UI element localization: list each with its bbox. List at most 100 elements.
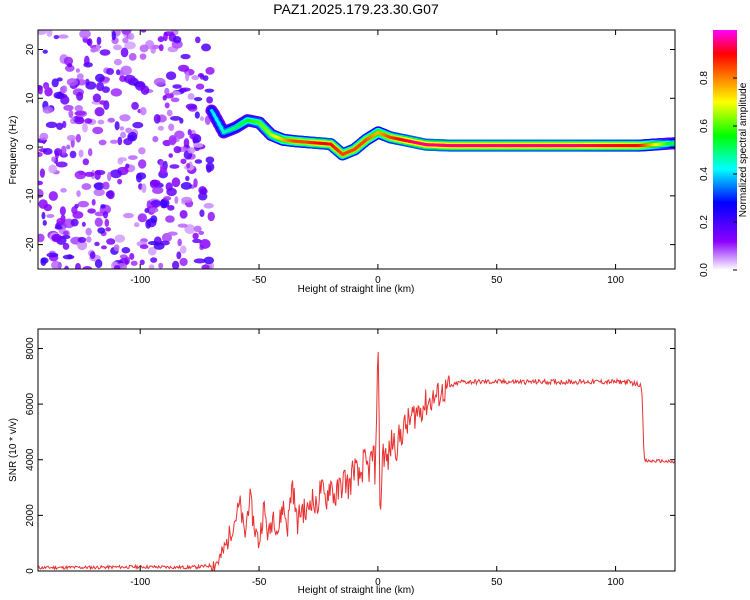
noise-blob <box>99 100 107 105</box>
noise-blob <box>84 171 95 177</box>
noise-blob <box>64 265 69 269</box>
noise-blob <box>46 252 59 258</box>
noise-blob <box>86 236 92 243</box>
noise-blob <box>158 44 164 52</box>
noise-blob <box>101 245 107 250</box>
noise-blob <box>85 81 97 90</box>
noise-blob <box>54 225 63 230</box>
noise-blob <box>171 260 180 269</box>
noise-blob <box>198 192 208 201</box>
noise-blob <box>192 238 202 244</box>
noise-blob <box>176 251 182 260</box>
noise-blob <box>74 203 79 209</box>
colorbar-tick-label: 0.2 <box>699 215 710 229</box>
noise-blob <box>93 182 105 190</box>
noise-blob <box>177 223 188 228</box>
noise-blob <box>141 183 147 193</box>
noise-blob <box>115 69 121 76</box>
noise-blob <box>122 212 134 219</box>
noise-blob <box>172 36 182 44</box>
noise-blob <box>64 64 75 72</box>
noise-blob <box>166 187 177 197</box>
noise-blob <box>96 36 102 45</box>
noise-blob <box>172 84 182 89</box>
noise-blob <box>98 139 107 146</box>
noise-blob <box>177 238 182 247</box>
noise-blob <box>45 121 58 129</box>
noise-blob <box>70 218 79 227</box>
noise-blob <box>62 230 69 236</box>
noise-blob <box>180 158 187 164</box>
noise-blob <box>129 252 135 260</box>
noise-blob <box>181 196 193 203</box>
noise-blob <box>63 56 74 66</box>
noise-blob <box>68 109 74 119</box>
noise-blob <box>113 44 123 51</box>
noise-blob <box>192 232 199 240</box>
snr-x-label: Height of straight line (km) <box>298 585 415 596</box>
noise-blob <box>199 209 205 217</box>
noise-blob <box>85 227 92 236</box>
noise-blob <box>51 78 59 88</box>
noise-blob <box>119 126 125 131</box>
noise-blob <box>91 199 96 206</box>
noise-blob <box>152 135 159 143</box>
y-tick-label: -20 <box>25 237 36 252</box>
noise-blob <box>198 186 207 195</box>
noise-blob <box>106 67 115 76</box>
noise-blob <box>94 259 103 269</box>
noise-blob <box>144 208 150 214</box>
noise-blob <box>201 43 212 52</box>
noise-blob <box>191 75 200 81</box>
x-tick-label: 100 <box>607 577 624 588</box>
noise-blob <box>171 90 181 96</box>
noise-blob <box>168 123 175 131</box>
noise-blob <box>194 159 203 164</box>
noise-blob <box>157 36 165 43</box>
noise-blob <box>153 242 165 250</box>
noise-blob <box>76 190 81 197</box>
noise-blob <box>74 111 86 116</box>
noise-blob <box>41 211 46 220</box>
noise-blob <box>52 236 62 243</box>
noise-blob <box>42 106 54 114</box>
noise-blob <box>93 188 105 197</box>
noise-blob <box>203 202 214 209</box>
noise-blob <box>150 215 158 224</box>
noise-blob <box>87 148 93 157</box>
noise-blob <box>207 211 215 222</box>
noise-blob <box>158 262 164 269</box>
noise-blob <box>82 266 93 269</box>
noise-blob <box>169 164 180 169</box>
noise-blob <box>53 34 60 40</box>
noise-blob <box>94 169 101 180</box>
noise-blob <box>148 207 159 213</box>
noise-blob <box>168 153 174 158</box>
noise-blob <box>87 208 96 214</box>
noise-blob <box>67 63 73 68</box>
noise-blob <box>66 134 77 141</box>
noise-blob <box>114 121 120 131</box>
noise-blob <box>133 222 140 228</box>
noise-blob <box>140 30 147 33</box>
noise-blob <box>167 231 178 236</box>
noise-blob <box>107 117 116 123</box>
noise-blob <box>197 73 204 78</box>
noise-blob <box>192 136 199 145</box>
x-tick-label: 100 <box>607 275 624 286</box>
snr-x-ticks: -100 -50 0 50 100 <box>130 329 624 588</box>
noise-blob <box>195 36 201 44</box>
noise-blob <box>138 147 146 155</box>
noise-blob <box>100 204 106 209</box>
noise-blob <box>61 85 66 94</box>
noise-blob <box>157 125 164 131</box>
noise-blob <box>76 91 84 101</box>
noise-blob <box>63 104 74 111</box>
x-tick-label: 0 <box>375 577 381 588</box>
noise-blob <box>164 102 170 109</box>
noise-blob <box>125 163 130 169</box>
noise-blob <box>159 165 167 175</box>
noise-blob <box>187 147 196 154</box>
noise-blob <box>120 47 129 58</box>
y-tick-label: -10 <box>25 188 36 203</box>
